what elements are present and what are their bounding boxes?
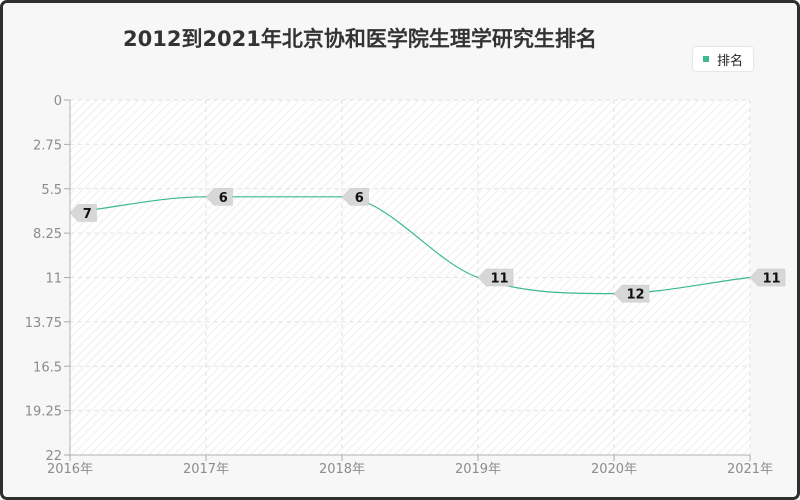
data-label: 7: [83, 207, 92, 222]
y-tick-label: 19.25: [25, 405, 62, 420]
data-label-flag: [69, 204, 97, 222]
y-tick-label: 16.5: [33, 360, 62, 375]
legend-swatch: [703, 56, 709, 62]
data-label: 11: [490, 272, 508, 287]
data-label-flag: [477, 268, 514, 287]
legend-label: 排名: [717, 53, 744, 69]
data-label: 6: [355, 191, 364, 206]
x-tick-label: 2019年: [455, 462, 501, 477]
data-label-flag: [341, 188, 369, 206]
data-label: 11: [762, 272, 780, 287]
y-tick-label: 22: [45, 449, 62, 464]
x-tick-label: 2018年: [319, 462, 365, 477]
y-tick-label: 2.75: [33, 138, 62, 153]
legend[interactable]: 排名: [693, 47, 754, 71]
data-label: 12: [626, 288, 644, 303]
x-tick-label: 2021年: [727, 462, 773, 477]
x-tick-label: 2017年: [183, 462, 229, 477]
chart-title: 2012到2021年北京协和医学院生理学研究生排名: [123, 27, 597, 51]
data-label-flag: [205, 188, 233, 206]
data-label: 6: [219, 191, 228, 206]
y-tick-label: 0: [54, 94, 62, 109]
data-label-flag: [613, 284, 650, 303]
y-tick-label: 13.75: [25, 316, 62, 331]
y-tick-label: 11: [45, 272, 62, 287]
y-tick-label: 8.25: [33, 227, 62, 242]
x-tick-label: 2020年: [591, 462, 637, 477]
y-tick-label: 5.5: [41, 183, 62, 198]
x-tick-label: 2016年: [47, 462, 93, 477]
data-label-flag: [749, 268, 786, 287]
